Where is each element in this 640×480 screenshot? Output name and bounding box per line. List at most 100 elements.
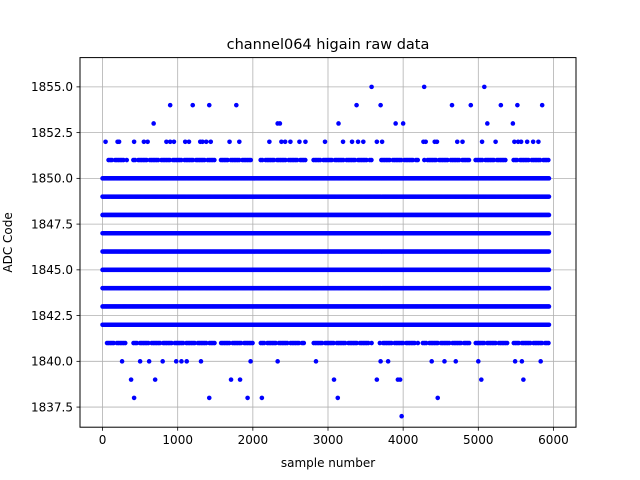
x-axis-label: sample number [281,456,375,470]
data-point [354,340,360,346]
data-point [273,340,278,346]
data-point [132,157,138,163]
data-point [454,139,460,145]
y-tick-label: 1845.0 [31,263,73,277]
data-point [412,340,417,346]
data-point [208,139,214,145]
data-point [479,377,484,382]
y-tick-label: 1850.0 [31,172,73,186]
data-point [248,157,254,163]
data-point [212,157,217,163]
data-point [128,377,134,382]
data-point [466,157,472,163]
data-point [237,377,243,382]
data-point [237,139,242,145]
data-point [466,340,472,346]
data-point [277,121,283,126]
data-point [124,157,130,163]
data-point [200,139,205,145]
data-point [485,121,490,126]
data-point [179,359,184,364]
y-tick-label: 1855.0 [31,80,73,94]
data-point [329,157,335,163]
data-point [399,413,404,419]
data-point [538,359,543,364]
data-point [238,340,244,346]
data-point [202,157,207,163]
data-point [354,102,359,108]
y-axis-label: ADC Code [1,212,15,272]
data-point [227,139,232,145]
data-point [152,377,158,382]
data-point [119,359,125,364]
data-point [167,102,173,108]
data-point [173,359,179,364]
data-point [248,359,253,364]
data-point [151,121,156,126]
data-point [479,157,485,163]
data-point [144,157,149,163]
data-point [203,340,209,346]
data-point [283,157,288,163]
data-point [155,157,161,163]
data-point [261,340,267,346]
data-point [400,121,406,126]
y-tick-label: 1852.5 [31,126,73,140]
data-point [456,157,462,163]
data-point [190,157,196,163]
data-point [460,139,465,145]
x-tick-label: 2000 [238,433,269,447]
data-point [415,340,421,346]
data-point [296,340,302,346]
data-point [227,340,232,346]
data-point [146,340,151,346]
y-axis: 1837.5 1840.0 1842.5 1845.0 1847.5 1850.0 1852… [31,80,80,414]
data-point [364,157,369,163]
data-point [379,139,385,145]
x-axis: 0 1000 2000 3000 4000 5000 6000 [99,427,569,447]
data-point [282,139,288,145]
data-point [433,157,439,163]
data-point [203,139,209,145]
data-point [103,139,108,145]
data-point [297,139,302,145]
data-point [116,139,122,145]
data-point [134,340,140,346]
data-point [546,249,552,254]
data-point [546,304,552,309]
x-tick-label: 1000 [162,433,193,447]
data-point [546,212,552,218]
data-point [340,139,346,145]
data-point [146,359,152,364]
data-point [361,139,366,145]
data-point [352,157,358,163]
data-point [198,359,204,364]
data-point [288,139,293,145]
data-point [322,139,328,145]
data-point [369,84,374,90]
data-point [374,377,380,382]
data-point [349,139,355,145]
data-point [514,157,520,163]
data-point [157,340,163,346]
data-point [111,340,116,346]
data-point [493,340,498,346]
data-point [279,139,284,145]
data-point [518,139,524,145]
data-point [184,359,190,364]
data-point [491,157,497,163]
data-point [504,340,510,346]
data-point [317,157,323,163]
data-point [536,139,541,145]
data-point [512,359,518,364]
data-point [421,84,427,90]
data-point [393,121,398,126]
data-point [521,377,526,382]
data-point [160,359,165,364]
data-point [179,157,184,163]
data-point [250,340,255,346]
data-point [530,139,536,145]
data-point [526,157,531,163]
data-point [528,340,533,346]
y-tick-label: 1847.5 [31,217,73,231]
